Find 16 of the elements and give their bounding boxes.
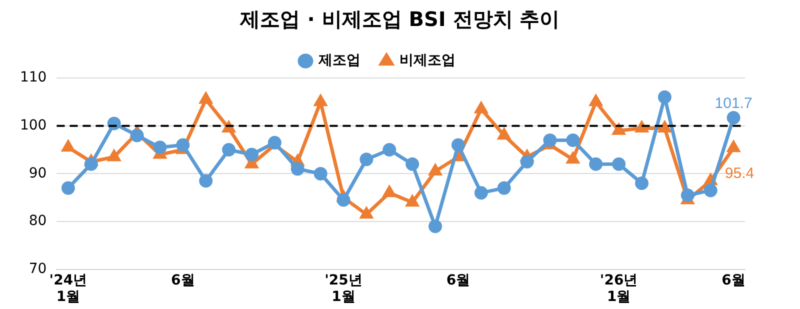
x-tick-label: '26년 1월 (600, 272, 638, 306)
data-label: 95.4 (724, 165, 754, 182)
x-tick-label: 6월 (171, 272, 195, 288)
x-tick-label: 6월 (722, 272, 746, 288)
chart-title: 제조업 · 비제조업 BSI 전망치 추이 (238, 6, 561, 33)
legend-label: 비제조업 (400, 52, 456, 69)
legend-label: 제조업 (318, 52, 360, 69)
y-tick-label: 80 (28, 213, 47, 230)
y-tick-label: 70 (28, 261, 47, 278)
y-tick-label: 90 (28, 165, 47, 182)
y-tick-label: 100 (20, 117, 47, 134)
data-label: 101.7 (714, 94, 752, 112)
x-tick-label: '25년 1월 (324, 272, 362, 306)
y-tick-label: 110 (20, 70, 47, 86)
x-tick-label: '24년 1월 (49, 272, 88, 306)
x-tick-label: 6월 (446, 272, 470, 288)
